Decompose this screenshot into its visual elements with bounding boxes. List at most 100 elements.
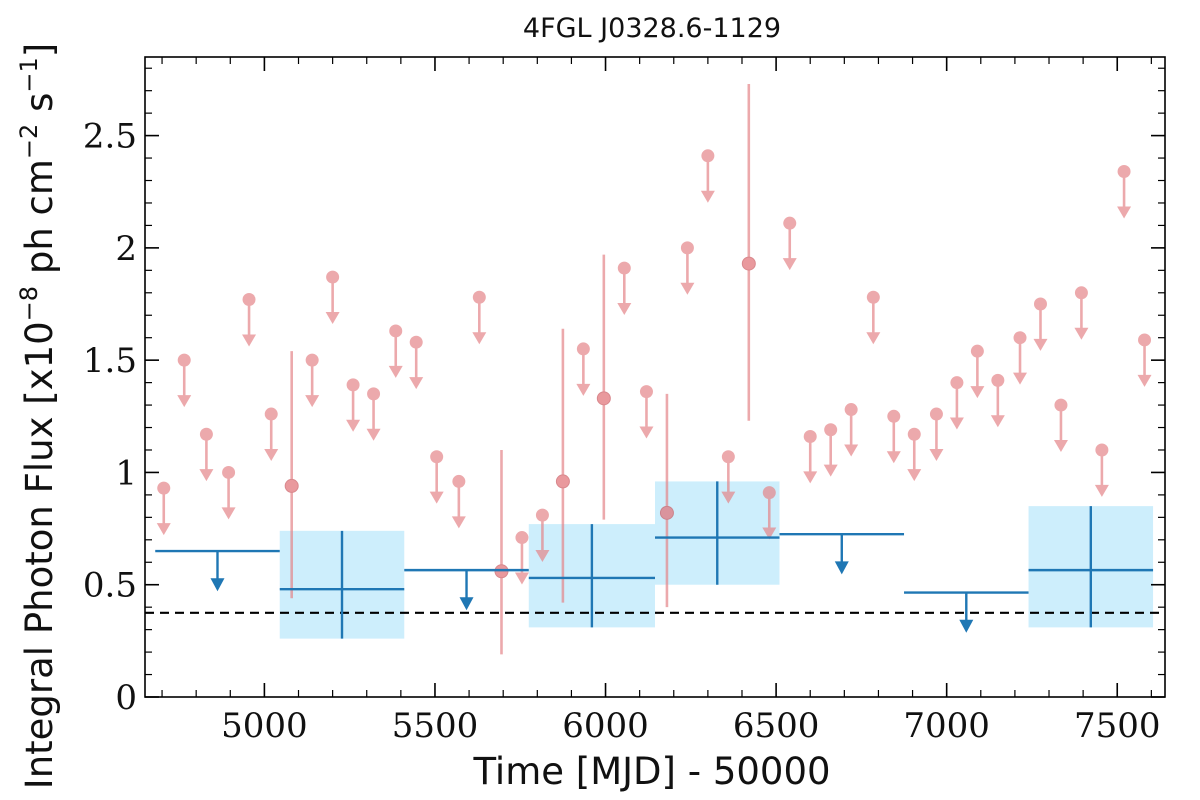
upper-limit-arrowhead	[1137, 374, 1152, 387]
upper-limit-point	[617, 261, 631, 275]
x-tick-label: 5500	[392, 706, 479, 746]
y-label-exp3: −1	[15, 57, 43, 92]
y-tick-label: 1.5	[83, 341, 137, 381]
upper-limit-point	[970, 344, 984, 358]
long-bin-upper-limit	[904, 591, 1029, 633]
upper-limit-arrowhead	[1074, 327, 1089, 340]
upper-limit-arrowhead	[576, 383, 591, 396]
upper-limit-point	[721, 450, 735, 464]
y-tick-label: 1	[115, 453, 137, 493]
upper-limit-point	[824, 423, 838, 437]
long-upper-limit-arrowhead	[459, 597, 474, 611]
short-bin-upper-limit	[721, 450, 736, 504]
chart-title: 4FGL J0328.6-1129	[523, 13, 781, 44]
upper-limit-arrowhead	[782, 258, 797, 271]
short-bin-upper-limit	[949, 376, 964, 430]
x-tick-label: 5000	[221, 706, 308, 746]
short-bin-detection	[284, 351, 299, 599]
detection-point	[555, 474, 570, 489]
short-bin-upper-limit	[429, 450, 444, 504]
short-bin-upper-limit	[1137, 333, 1152, 387]
upper-limit-arrowhead	[949, 417, 964, 430]
upper-limit-point	[991, 373, 1005, 387]
upper-limit-point	[783, 216, 797, 230]
short-bin-upper-limit	[886, 409, 901, 464]
upper-limit-point	[1013, 331, 1027, 345]
short-bin-upper-limit	[1033, 297, 1048, 351]
upper-limit-point	[1138, 333, 1152, 347]
upper-limit-point	[639, 385, 653, 399]
long-bin-detection	[528, 524, 655, 628]
plot-frame	[144, 56, 1166, 698]
upper-limit-arrowhead	[199, 469, 214, 482]
short-bin-upper-limit	[199, 427, 214, 482]
short-bin-upper-limit	[1053, 398, 1068, 452]
x-axis-label: Time [MJD] - 50000	[472, 750, 830, 793]
upper-limit-point	[844, 403, 858, 417]
short-bin-upper-limit	[409, 335, 424, 390]
y-label-mid: ph cm	[18, 159, 61, 286]
upper-limit-arrowhead	[1033, 338, 1048, 351]
short-bin-upper-limit	[866, 290, 881, 345]
tick-layer: 5000 5500 6000 6500 7000 7500 0 0.5 1 1.5 2 2.5	[83, 57, 1165, 746]
upper-limit-arrowhead	[1094, 484, 1109, 497]
short-bin-upper-limit	[1117, 165, 1132, 219]
upper-limit-arrowhead	[700, 190, 715, 203]
upper-limit-point	[535, 508, 549, 522]
upper-limit-point	[576, 342, 590, 356]
y-tick-label: 2	[115, 229, 137, 269]
upper-limit-arrowhead	[886, 451, 901, 464]
upper-limit-arrowhead	[1117, 206, 1132, 219]
short-bin-upper-limit	[221, 465, 236, 520]
upper-limit-arrowhead	[242, 334, 257, 347]
long-bin-upper-limit	[404, 568, 529, 611]
long-upper-limit-arrowhead	[959, 619, 974, 633]
short-bin-upper-limit	[907, 427, 922, 482]
x-tick-label: 7500	[1074, 706, 1161, 746]
upper-limit-point	[305, 353, 319, 367]
upper-limit-point	[430, 450, 444, 464]
upper-limit-arrowhead	[721, 491, 736, 504]
upper-limit-point	[389, 324, 403, 338]
short-bin-detection	[494, 449, 509, 655]
y-label-mid2: s	[18, 93, 61, 124]
short-bin-upper-limit	[823, 423, 838, 477]
upper-limit-point	[1095, 443, 1109, 457]
upper-limit-arrowhead	[823, 464, 838, 477]
short-bin-upper-limit	[990, 373, 1005, 428]
short-bin-upper-limit	[156, 481, 171, 536]
y-tick-label: 2.5	[83, 117, 137, 157]
upper-limit-point	[1033, 297, 1047, 311]
upper-limit-arrowhead	[429, 491, 444, 504]
detection-point	[659, 505, 674, 520]
long-bin-upper-limit	[779, 532, 905, 575]
short-bin-layer	[156, 83, 1152, 655]
long-bin-detection	[1028, 506, 1154, 628]
short-bin-upper-limit	[1013, 331, 1028, 385]
upper-limit-point	[950, 376, 964, 390]
y-tick-label: 0.5	[83, 566, 137, 606]
upper-limit-point	[887, 409, 901, 423]
upper-limit-arrowhead	[325, 311, 340, 324]
short-bin-upper-limit	[639, 385, 654, 439]
upper-limit-point	[177, 353, 191, 367]
upper-limit-point	[157, 481, 171, 495]
y-label-exp1: −8	[15, 286, 43, 321]
detection-point	[284, 478, 299, 493]
upper-limit-point	[1117, 165, 1131, 179]
upper-limit-point	[242, 293, 256, 307]
upper-limit-arrowhead	[177, 395, 192, 408]
upper-limit-arrowhead	[514, 572, 529, 585]
short-bin-upper-limit	[700, 149, 715, 203]
short-bin-detection	[659, 393, 674, 608]
upper-limit-arrowhead	[803, 471, 818, 484]
upper-limit-arrowhead	[409, 377, 424, 390]
upper-limit-point	[680, 241, 694, 255]
x-tick-label: 6500	[733, 706, 820, 746]
upper-limit-point	[199, 427, 213, 441]
upper-limit-arrowhead	[762, 527, 777, 540]
short-bin-upper-limit	[782, 216, 797, 271]
upper-limit-arrowhead	[907, 469, 922, 482]
upper-limit-arrowhead	[535, 550, 550, 563]
